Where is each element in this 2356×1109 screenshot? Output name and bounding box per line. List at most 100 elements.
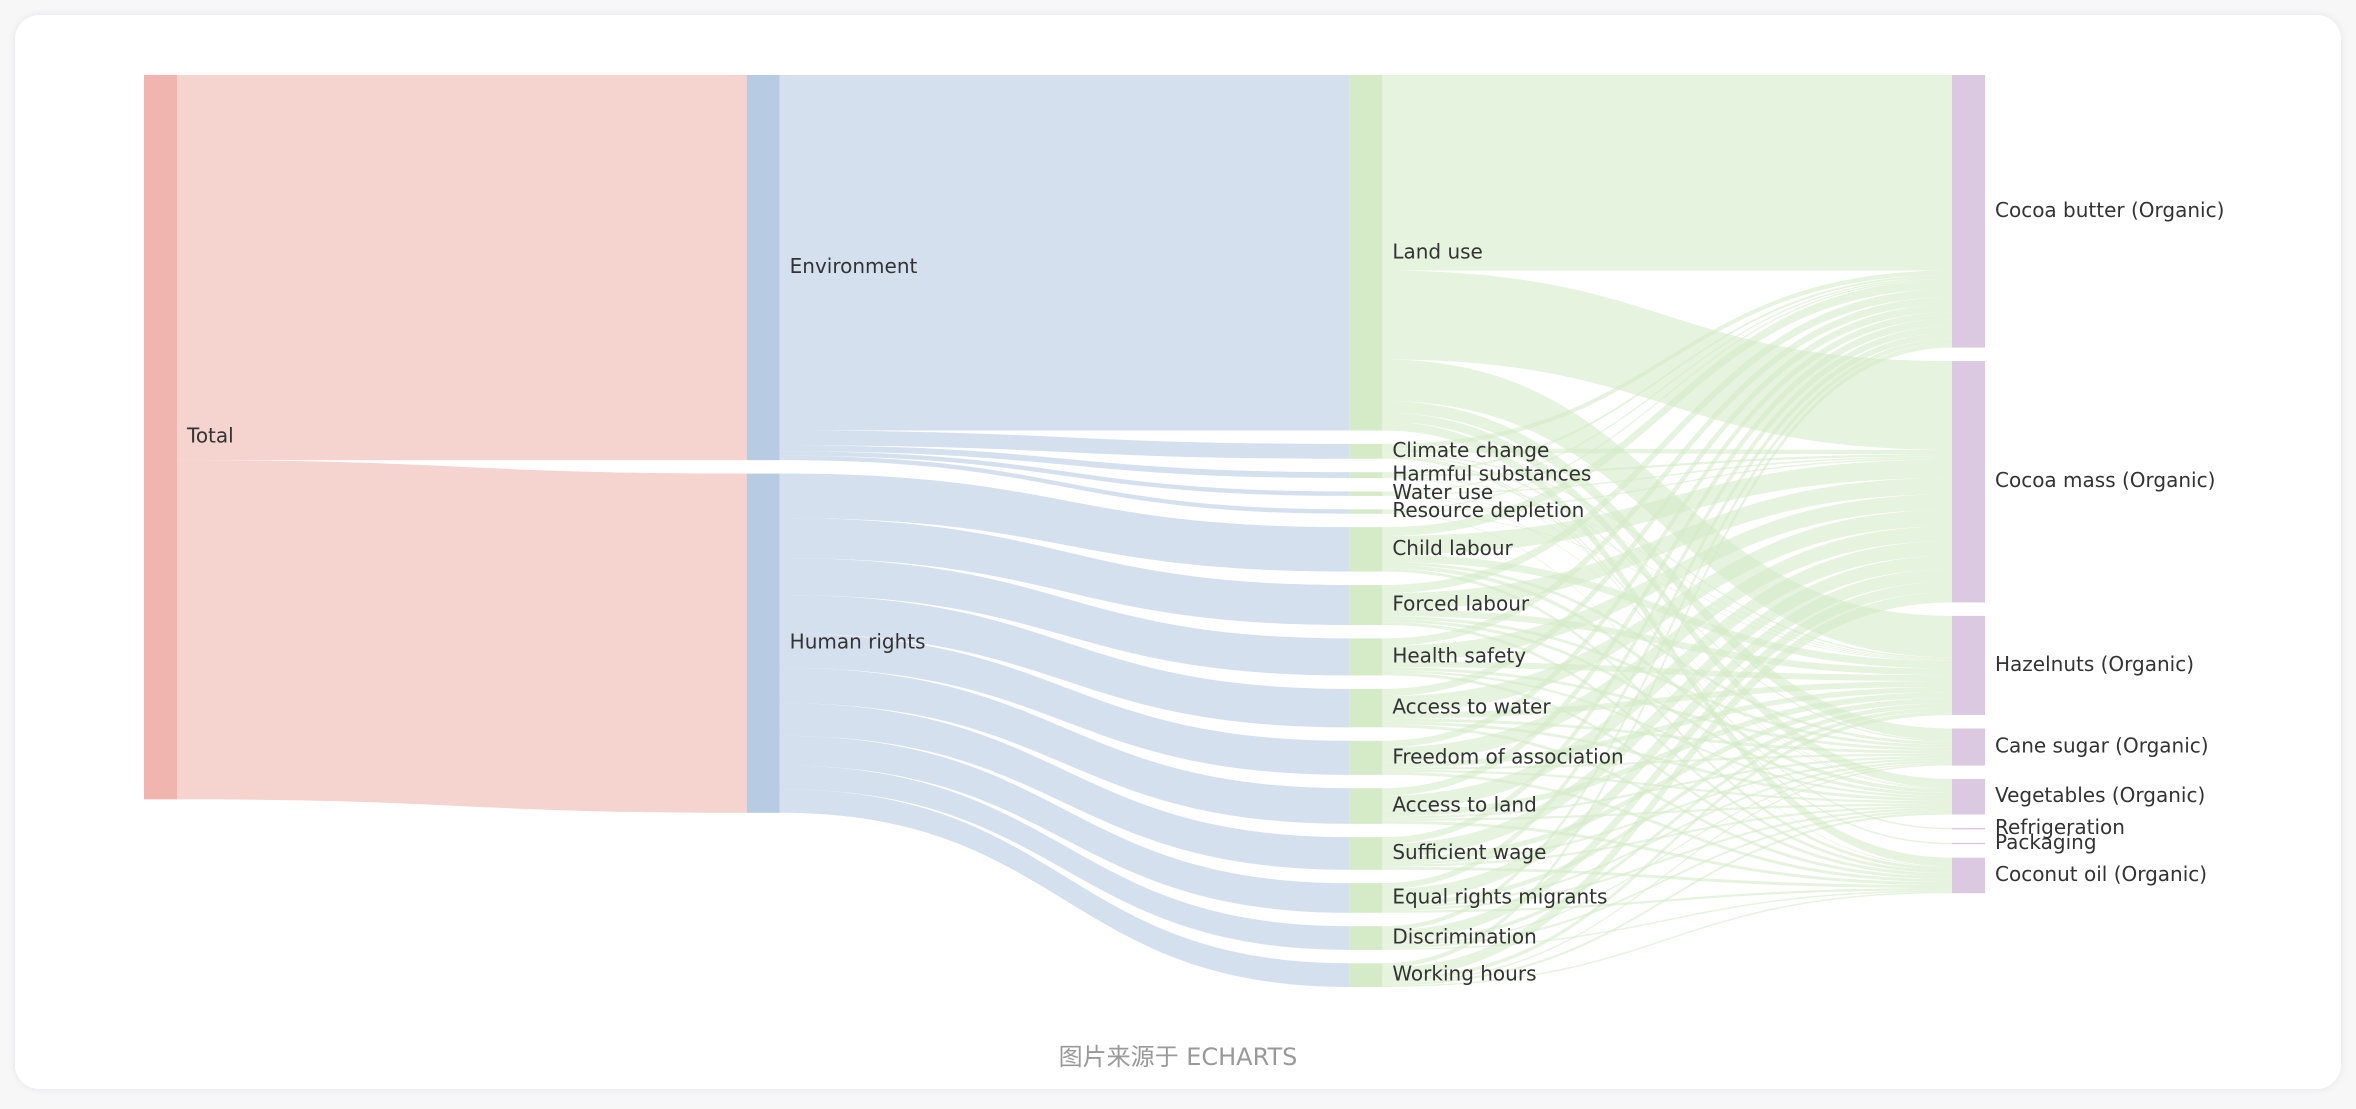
- node-label: Child labour: [1392, 536, 1513, 560]
- link: [1382, 555, 1952, 858]
- link: [1382, 278, 1952, 511]
- link: [1382, 478, 1952, 610]
- link: [1382, 762, 1952, 947]
- node: [746, 473, 780, 813]
- link: [1382, 672, 1952, 877]
- link: [779, 703, 1350, 870]
- node-label: Resource depletion: [1392, 498, 1584, 522]
- node: [1349, 926, 1383, 950]
- link: [779, 75, 1350, 431]
- link: [1382, 581, 1952, 942]
- node: [1349, 883, 1383, 913]
- link: [1382, 820, 1952, 886]
- link: [1382, 703, 1952, 907]
- node: [1349, 788, 1383, 824]
- node-label: Sufficient wage: [1392, 840, 1546, 864]
- link: [1382, 454, 1952, 742]
- node-label: Vegetables (Organic): [1995, 783, 2205, 807]
- node: [1952, 615, 1985, 716]
- node: [1952, 842, 1985, 845]
- node-label: Health safety: [1392, 643, 1526, 667]
- link: [1382, 332, 1952, 890]
- link: [177, 460, 747, 813]
- node-label: Harmful substances: [1392, 462, 1591, 486]
- link: [779, 667, 1350, 824]
- link: [1382, 312, 1952, 748]
- node: [1349, 688, 1383, 728]
- link: [1382, 540, 1952, 811]
- link: [1382, 805, 1952, 867]
- node: [1349, 491, 1383, 496]
- node-label: Equal rights migrants: [1392, 884, 1607, 908]
- link: [1382, 326, 1952, 844]
- link: [1382, 760, 1952, 909]
- node: [1952, 75, 1985, 348]
- node-label: Discrimination: [1392, 925, 1536, 949]
- link: [1382, 711, 1952, 982]
- link: [779, 735, 1350, 913]
- link: [779, 473, 1350, 572]
- node: [1349, 443, 1383, 459]
- node: [1349, 740, 1383, 775]
- node: [144, 75, 177, 800]
- link: [1382, 526, 1952, 763]
- node: [1349, 837, 1383, 870]
- link: [1382, 569, 1952, 902]
- link: [1382, 810, 1952, 949]
- link: [1382, 707, 1952, 945]
- node: [1952, 857, 1985, 894]
- link: [1382, 289, 1952, 594]
- link: [1382, 681, 1952, 719]
- links: [177, 75, 1952, 987]
- link: [1382, 297, 1952, 646]
- node-label: Human rights: [790, 630, 926, 654]
- link: [779, 430, 1350, 459]
- link: [1382, 75, 1952, 271]
- link: [1382, 592, 1952, 979]
- node-label: Cane sugar (Organic): [1995, 734, 2209, 758]
- node-label: Working hours: [1392, 962, 1536, 986]
- link: [779, 633, 1350, 775]
- node-label: Freedom of association: [1392, 744, 1623, 768]
- node-label: Forced labour: [1392, 592, 1530, 616]
- node: [1349, 963, 1383, 987]
- node-label: Climate change: [1392, 438, 1549, 462]
- node: [1349, 509, 1383, 514]
- link: [779, 789, 1350, 987]
- node-label: Environment: [790, 254, 918, 278]
- link: [1382, 692, 1952, 817]
- node: [1349, 585, 1383, 626]
- link: [1382, 458, 1952, 513]
- link: [779, 451, 1350, 496]
- link: [1382, 459, 1952, 555]
- link: [1382, 270, 1952, 449]
- link: [1382, 513, 1952, 868]
- link: [1382, 476, 1952, 660]
- link: [1382, 812, 1952, 986]
- node-label: Access to land: [1392, 793, 1536, 817]
- link: [1382, 890, 1952, 950]
- link: [177, 75, 747, 461]
- node: [1349, 638, 1383, 676]
- link: [1382, 764, 1952, 984]
- node-label: Total: [186, 424, 234, 448]
- link: [1382, 412, 1952, 788]
- link: [1382, 454, 1952, 477]
- link: [779, 558, 1350, 676]
- link: [1382, 274, 1952, 475]
- link: [1382, 807, 1952, 911]
- node-label: Hazelnuts (Organic): [1995, 652, 2194, 676]
- node: [1952, 728, 1985, 766]
- node: [1952, 360, 1985, 603]
- node: [1952, 778, 1985, 815]
- link: [779, 518, 1350, 626]
- node: [1952, 827, 1985, 830]
- link: [1382, 724, 1952, 880]
- node-label: Land use: [1392, 239, 1483, 263]
- node-label: Access to water: [1392, 695, 1551, 719]
- node: [1349, 472, 1383, 479]
- link: [1382, 304, 1952, 697]
- link: [1382, 568, 1952, 871]
